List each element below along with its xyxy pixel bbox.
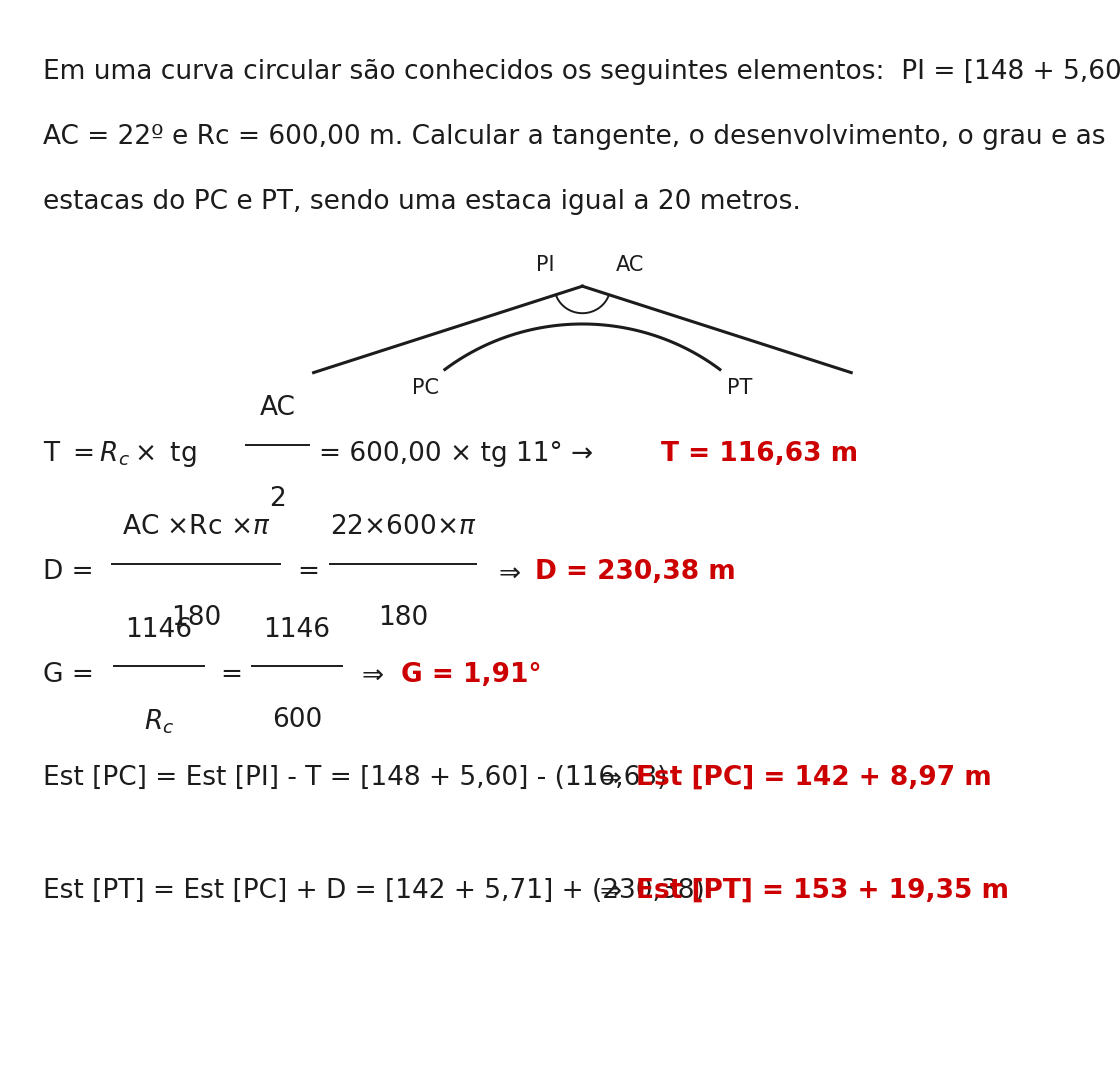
Text: AC: AC <box>260 395 296 421</box>
Text: $\Rightarrow$: $\Rightarrow$ <box>594 878 622 904</box>
Text: 22$\times$600$\times\pi$: 22$\times$600$\times\pi$ <box>330 514 476 540</box>
Text: D =: D = <box>43 559 93 585</box>
Text: AC $\times$Rc $\times\pi$: AC $\times$Rc $\times\pi$ <box>122 514 270 540</box>
Text: Est [PT] = 153 + 19,35 m: Est [PT] = 153 + 19,35 m <box>636 878 1009 904</box>
Text: T = 116,63 m: T = 116,63 m <box>661 441 858 467</box>
Text: AC = 22º e Rc = 600,00 m. Calcular a tangente, o desenvolvimento, o grau e as: AC = 22º e Rc = 600,00 m. Calcular a tan… <box>43 124 1105 150</box>
Text: G =: G = <box>43 662 93 688</box>
Text: D = 230,38 m: D = 230,38 m <box>535 559 736 585</box>
Text: $R_c$: $R_c$ <box>143 707 175 735</box>
Text: 2: 2 <box>270 486 286 512</box>
Text: 180: 180 <box>379 605 428 631</box>
Text: =: = <box>297 559 319 585</box>
Text: Em uma curva circular são conhecidos os seguintes elementos:  PI = [148 + 5,60 m: Em uma curva circular são conhecidos os … <box>43 59 1120 85</box>
Text: PT: PT <box>727 378 752 399</box>
Text: $\Rightarrow$: $\Rightarrow$ <box>594 765 622 791</box>
Text: Est [PC] = Est [PI] - T = [148 + 5,60] - (116,63): Est [PC] = Est [PI] - T = [148 + 5,60] -… <box>43 765 666 791</box>
Text: Est [PT] = Est [PC] + D = [142 + 5,71] + (230,38): Est [PT] = Est [PC] + D = [142 + 5,71] +… <box>43 878 704 904</box>
Text: AC: AC <box>616 255 644 275</box>
Text: =: = <box>221 662 243 688</box>
Text: $\Rightarrow$: $\Rightarrow$ <box>356 662 384 688</box>
Text: = 600,00 × tg 11° →: = 600,00 × tg 11° → <box>319 441 594 467</box>
Text: 180: 180 <box>171 605 221 631</box>
Text: G = 1,91°: G = 1,91° <box>401 662 542 688</box>
Text: 1146: 1146 <box>125 617 193 643</box>
Text: T $=R_c\times$ tg: T $=R_c\times$ tg <box>43 438 196 469</box>
Text: PI: PI <box>535 255 554 275</box>
Text: 600: 600 <box>272 707 321 733</box>
Text: Est [PC] = 142 + 8,97 m: Est [PC] = 142 + 8,97 m <box>636 765 992 791</box>
Text: estacas do PC e PT, sendo uma estaca igual a 20 metros.: estacas do PC e PT, sendo uma estaca igu… <box>43 189 801 215</box>
Text: 1146: 1146 <box>263 617 330 643</box>
Text: PC: PC <box>412 378 439 399</box>
Text: $\Rightarrow$: $\Rightarrow$ <box>493 559 521 585</box>
